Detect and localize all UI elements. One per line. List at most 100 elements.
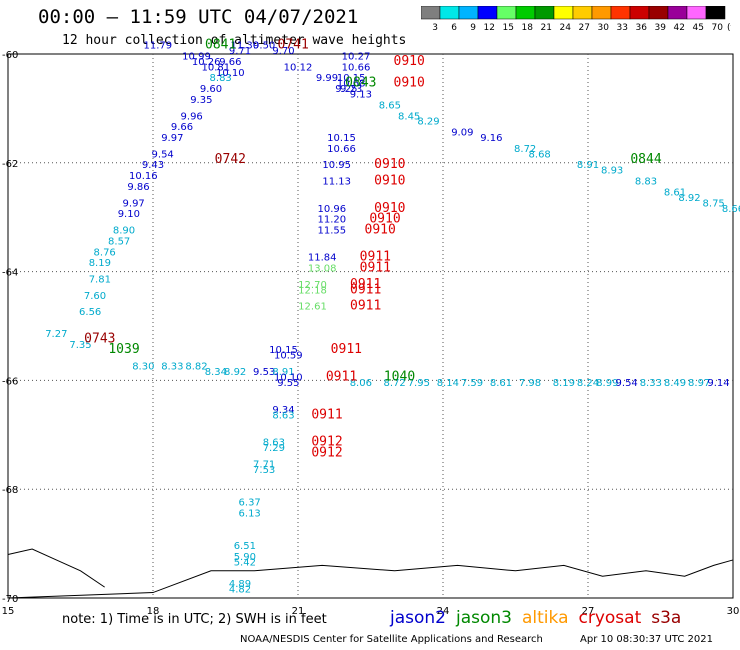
swh-value-label: 12.70 xyxy=(298,280,327,291)
satellite-legend-item: jason2 xyxy=(390,608,446,628)
swh-value-label: 7.59 xyxy=(461,378,483,389)
swh-value-label: 6.56 xyxy=(79,307,101,318)
pass-time-label: 0841 xyxy=(205,38,236,53)
swh-value-label: 9.54 xyxy=(616,378,638,389)
x-tick-label: 18 xyxy=(147,606,160,617)
pass-time-label: 0911 xyxy=(360,261,391,276)
swh-value-label: 8.90 xyxy=(113,226,135,237)
swh-value-label: 4.82 xyxy=(229,585,251,596)
pass-time-label: 1039 xyxy=(108,342,139,357)
swh-value-label: 10.68 xyxy=(337,79,366,90)
swh-value-label: 8.06 xyxy=(350,378,372,389)
swh-value-label: 8.45 xyxy=(398,111,420,122)
swh-value-label: 8.91 xyxy=(577,160,599,171)
colorbar-tick-label: 30 xyxy=(598,23,610,33)
satellite-legend: jason2 jason3 altika cryosat s3a xyxy=(390,608,691,628)
swh-value-label: 8.65 xyxy=(379,100,401,111)
coastline xyxy=(7,559,734,599)
swh-value-label: 8.92 xyxy=(224,367,246,378)
swh-value-label: 6.13 xyxy=(239,508,261,519)
pass-time-label: 0843 xyxy=(345,76,376,91)
colorbar-tick-label: 12 xyxy=(484,23,495,33)
swh-value-label: 7.53 xyxy=(253,465,275,476)
swh-value-label: 9.97 xyxy=(161,133,183,144)
swh-value-label: 10.15 xyxy=(337,73,366,84)
swh-value-label: 8.91 xyxy=(272,367,294,378)
swh-value-label: 9.16 xyxy=(480,133,502,144)
coastline xyxy=(7,548,105,588)
satellite-legend-item: cryosat xyxy=(578,608,642,628)
swh-value-label: 10.12 xyxy=(284,62,313,73)
swh-value-label: 8.72 xyxy=(514,144,536,155)
swh-value-label: 5.90 xyxy=(234,552,256,563)
pass-time-label: 0911 xyxy=(331,342,362,357)
swh-value-label: 8.34 xyxy=(205,367,227,378)
pass-time-label: 0911 xyxy=(360,250,391,265)
swh-value-label: 8.30 xyxy=(132,362,154,373)
satellite-legend-item: altika xyxy=(522,608,569,628)
swh-value-label: 8.49 xyxy=(664,378,686,389)
swh-value-label: 9.86 xyxy=(127,182,149,193)
colorbar-unit: (ft) xyxy=(727,23,731,33)
swh-value-label: 10.59 xyxy=(274,351,303,362)
swh-value-label: 9.71 xyxy=(229,46,251,57)
swh-value-label: 8.68 xyxy=(529,149,551,160)
swh-value-label: 10.96 xyxy=(318,204,347,215)
pass-time-label: 0911 xyxy=(350,282,381,297)
x-tick-label: 27 xyxy=(582,606,595,617)
colorbar-tick-label: 18 xyxy=(522,23,534,33)
pass-time-label: 0912 xyxy=(311,435,342,450)
swh-value-label: 11.55 xyxy=(318,226,347,237)
y-tick-label: -60 xyxy=(2,50,18,61)
pass-time-label: 0741 xyxy=(278,38,309,53)
swh-value-label: 12.61 xyxy=(298,302,327,313)
credit-date: Apr 10 08:30:37 UTC 2021 xyxy=(580,634,713,645)
colorbar-tick-label: 6 xyxy=(451,23,457,33)
swh-value-label: 9.23 xyxy=(340,84,362,95)
swh-value-label: 7.29 xyxy=(263,443,285,454)
swh-value-label: 8.33 xyxy=(640,378,662,389)
swh-value-label: 9.43 xyxy=(142,160,164,171)
swh-value-label: 8.93 xyxy=(601,166,623,177)
chart-title: 00:00 – 11:59 UTC 04/07/2021 xyxy=(38,6,359,28)
swh-value-label: 8.19 xyxy=(89,258,111,269)
x-tick-label: 21 xyxy=(292,606,305,617)
swh-value-label: 10.27 xyxy=(342,51,371,62)
pass-time-label: 0911 xyxy=(326,369,357,384)
swh-value-label: 9.97 xyxy=(123,198,145,209)
swh-value-label: 8.33 xyxy=(161,362,183,373)
swh-value-label: 8.72 xyxy=(384,378,406,389)
swh-value-label: 10.26 xyxy=(192,57,221,68)
swh-value-label: 10.15 xyxy=(269,345,298,356)
swh-value-label: 8.66 xyxy=(722,204,740,215)
pass-time-label: 0911 xyxy=(350,277,381,292)
y-tick-label: -64 xyxy=(2,268,18,279)
y-tick-label: -66 xyxy=(2,376,18,387)
pass-time-label: 0844 xyxy=(630,152,661,167)
swh-value-label: 7.27 xyxy=(45,329,67,340)
swh-value-label: 10.10 xyxy=(274,372,303,383)
pass-time-label: 0911 xyxy=(350,299,381,314)
swh-value-label: 9.66 xyxy=(219,57,241,68)
swh-value-label: 11.84 xyxy=(308,253,337,264)
swh-value-label: 8.97 xyxy=(688,378,710,389)
swh-value-label: 9.96 xyxy=(181,111,203,122)
swh-value-label: 11.13 xyxy=(322,177,351,188)
swh-value-label: 8.83 xyxy=(210,73,232,84)
x-tick-label: 30 xyxy=(727,606,740,617)
x-tick-label: 24 xyxy=(437,606,450,617)
swh-value-label: 8.63 xyxy=(263,438,285,449)
swh-value-label: 11.30 xyxy=(231,41,260,52)
swh-value-label: 6.51 xyxy=(234,541,256,552)
swh-value-label: 8.82 xyxy=(185,362,207,373)
pass-time-label: 0910 xyxy=(394,54,425,69)
colorbar-tick-label: 39 xyxy=(655,23,667,33)
swh-value-label: 7.35 xyxy=(69,340,91,351)
pass-time-label: 0912 xyxy=(311,446,342,461)
colorbar-tick-label: 70 xyxy=(712,23,724,33)
swh-value-label: 10.16 xyxy=(129,171,158,182)
swh-value-label: 7.95 xyxy=(408,378,430,389)
y-tick-label: -68 xyxy=(2,485,18,496)
satellite-legend-item: s3a xyxy=(651,608,682,628)
